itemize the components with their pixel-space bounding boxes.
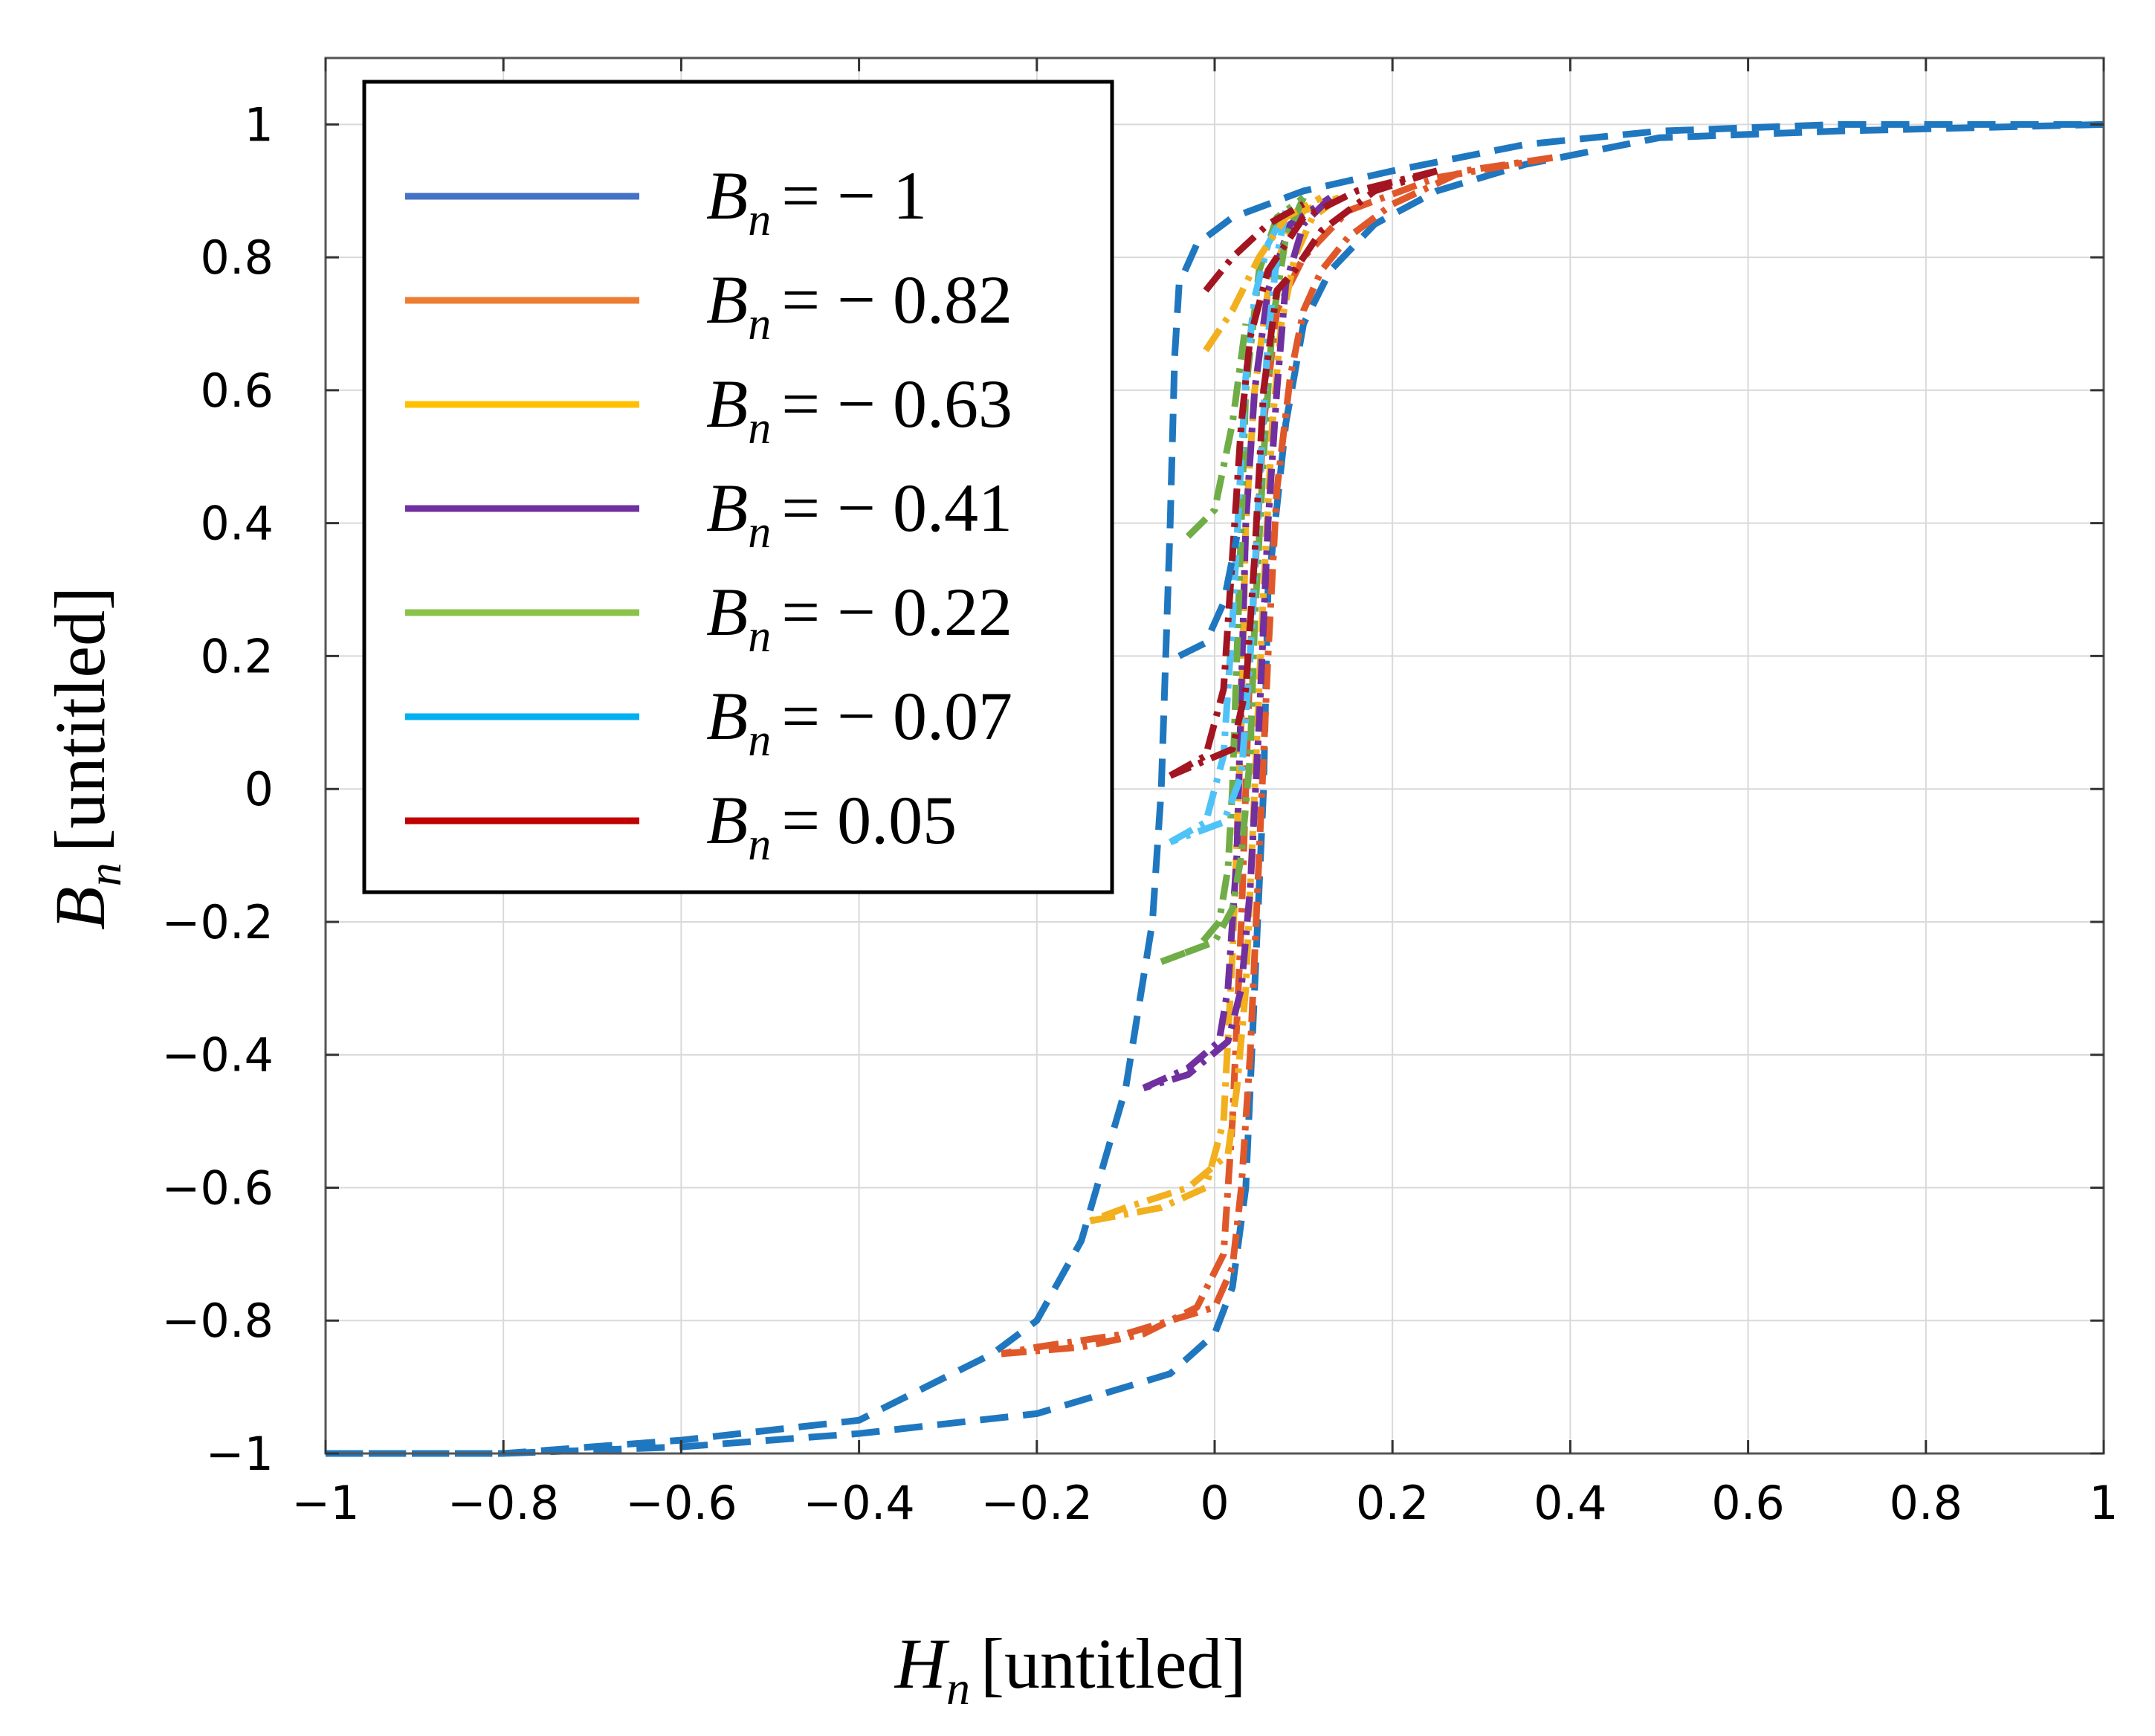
y-tick-label: 0.6 bbox=[200, 364, 274, 418]
y-tick-label: 0.2 bbox=[200, 629, 274, 683]
series-3-branch-1 bbox=[1143, 195, 1333, 1091]
series-0-branch-1 bbox=[326, 120, 2104, 1457]
series-5-branch-0 bbox=[1168, 209, 1289, 845]
legend-label-6: Bn = 0.05 bbox=[706, 782, 957, 870]
y-tick-label: −0.8 bbox=[161, 1294, 274, 1348]
series-0-branch-0 bbox=[326, 120, 2104, 1457]
legend-label-4: Bn = − 0.22 bbox=[706, 574, 1012, 662]
series-4-branch-0 bbox=[1160, 195, 1306, 965]
x-tick-label: −0.4 bbox=[803, 1476, 915, 1530]
y-tick-label: −0.4 bbox=[161, 1028, 274, 1082]
series-1-branch-1 bbox=[1001, 154, 1554, 1358]
x-axis-title: Hn [untitled] bbox=[894, 1624, 1247, 1714]
legend-label-3: Bn = − 0.41 bbox=[706, 470, 1012, 558]
x-tick-labels: −1 −0.8 −0.6 −0.4 −0.2 0 0.2 0.4 0.6 0.8 1 bbox=[291, 58, 2119, 1530]
series-5-branch-1 bbox=[1169, 210, 1290, 845]
x-tick-label: 0 bbox=[1200, 1476, 1229, 1530]
x-tick-label: −0.2 bbox=[981, 1476, 1093, 1530]
x-tick-label: 0.6 bbox=[1711, 1476, 1785, 1530]
x-tick-label: 1 bbox=[2089, 1476, 2118, 1530]
series-10-branch-0 bbox=[1203, 201, 1305, 293]
x-tick-label: −1 bbox=[291, 1476, 359, 1530]
series-7-branch-0 bbox=[1203, 194, 1323, 352]
x-tick-label: −0.8 bbox=[448, 1476, 560, 1530]
legend-box bbox=[362, 80, 1114, 894]
y-tick-labels: −1 −0.8 −0.6 −0.4 −0.2 0 0.2 0.4 0.6 0.8 1 bbox=[161, 97, 2104, 1481]
y-tick-label: 1 bbox=[245, 97, 274, 152]
legend-label-1: Bn = − 0.82 bbox=[706, 262, 1012, 349]
series-6-branch-0 bbox=[1168, 167, 1438, 779]
y-tick-label: 0.4 bbox=[200, 497, 274, 551]
series-4-branch-1 bbox=[1160, 196, 1307, 965]
x-tick-label: −0.6 bbox=[625, 1476, 737, 1530]
y-tick-label: 0 bbox=[245, 762, 274, 816]
legend-label-5: Bn = − 0.07 bbox=[706, 678, 1012, 766]
series-9-branch-0 bbox=[1177, 535, 1241, 659]
y-tick-label: −1 bbox=[206, 1427, 274, 1481]
x-tick-label: 0.8 bbox=[1889, 1476, 1962, 1530]
y-axis-title: Bn[untitled] bbox=[40, 587, 131, 930]
legend: Bn = − 1 Bn = − 0.82 Bn = − 0.63 Bn = − 0.41 Bn =… bbox=[362, 80, 1114, 894]
series-8-branch-0 bbox=[1185, 323, 1250, 539]
series-6-branch-1 bbox=[1169, 167, 1438, 779]
legend-label-0: Bn = − 1 bbox=[706, 158, 927, 245]
y-tick-label: −0.2 bbox=[161, 895, 274, 949]
y-tick-label: −0.6 bbox=[161, 1161, 274, 1215]
data-series bbox=[326, 120, 2104, 1457]
x-tick-label: 0.2 bbox=[1356, 1476, 1429, 1530]
x-tick-label: 0.4 bbox=[1534, 1476, 1607, 1530]
y-tick-label: 0.8 bbox=[200, 230, 274, 285]
legend-label-2: Bn = − 0.63 bbox=[706, 366, 1012, 454]
